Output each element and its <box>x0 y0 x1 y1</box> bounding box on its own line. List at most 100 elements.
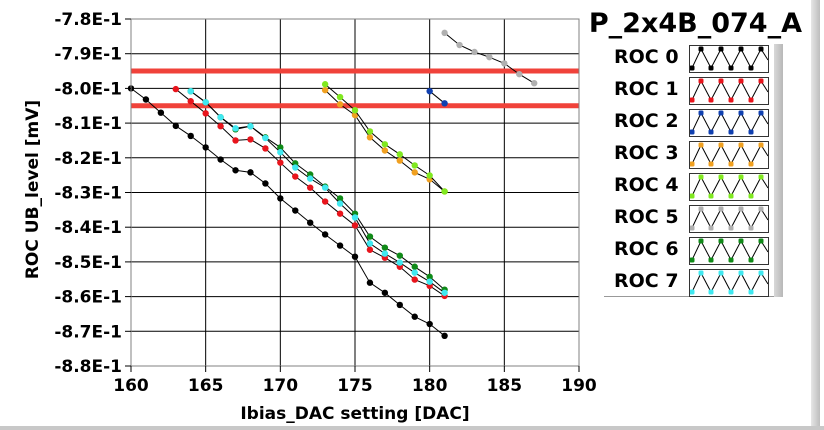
series-line <box>190 90 445 291</box>
legend-marker <box>698 46 704 52</box>
data-point <box>172 122 179 130</box>
legend-marker <box>689 65 695 71</box>
legend-marker <box>698 174 704 180</box>
legend-label: ROC 3 <box>614 142 679 164</box>
data-point <box>262 134 269 142</box>
legend-marker <box>718 46 724 52</box>
legend-swatch <box>689 45 769 73</box>
data-point <box>321 198 329 205</box>
data-point <box>336 101 344 108</box>
data-point <box>336 210 344 217</box>
data-point <box>247 136 254 143</box>
legend-marker <box>708 193 714 199</box>
legend-marker <box>748 65 754 71</box>
legend-marker <box>708 129 714 135</box>
data-point <box>396 252 403 259</box>
legend-marker <box>698 78 704 84</box>
series-line <box>130 87 445 337</box>
data-point <box>217 114 224 121</box>
series-roc-0 <box>127 85 448 340</box>
legend-marker <box>738 238 744 244</box>
y-tick-label: -7.9E-1 <box>54 45 122 65</box>
data-point <box>187 87 194 95</box>
legend-label: ROC 6 <box>614 238 679 260</box>
legend-marker <box>689 97 695 103</box>
legend-marker <box>698 206 704 212</box>
legend-marker <box>718 174 724 180</box>
data-point <box>366 233 374 240</box>
legend-marker <box>748 257 754 263</box>
legend-marker <box>758 110 764 116</box>
series-layer <box>127 29 538 340</box>
data-point <box>411 313 418 320</box>
series-roc-5 <box>441 29 538 87</box>
legend-item: ROC 3 <box>604 138 774 170</box>
data-point <box>426 278 433 285</box>
chart-title: P_2x4B_074_A <box>589 8 802 39</box>
data-point <box>351 222 359 229</box>
legend-marker <box>689 257 695 263</box>
legend-item: ROC 0 <box>604 42 774 74</box>
data-point <box>307 184 314 191</box>
legend-marker <box>718 78 724 84</box>
legend-swatch <box>689 205 769 233</box>
series-roc-2 <box>426 87 448 107</box>
legend-marker <box>708 289 714 295</box>
legend-marker <box>738 270 744 276</box>
legend-marker <box>689 161 695 167</box>
data-point <box>471 48 478 56</box>
data-point <box>157 109 165 116</box>
x-tick-label: 165 <box>188 376 224 396</box>
legend-marker <box>728 289 734 295</box>
legend-marker <box>708 257 714 263</box>
data-point <box>172 85 179 93</box>
data-point <box>202 99 209 106</box>
legend-marker <box>758 238 764 244</box>
data-point <box>411 162 418 169</box>
legend-marker <box>748 129 754 135</box>
data-point <box>381 147 389 154</box>
x-tick-label: 190 <box>561 376 597 396</box>
x-axis: 160 165 170 175 180 185 190 <box>113 366 597 396</box>
data-point <box>426 273 433 281</box>
data-point <box>277 144 284 151</box>
legend-item: ROC 5 <box>604 202 774 234</box>
data-point <box>262 180 269 187</box>
data-point <box>441 188 448 195</box>
legend-label: ROC 0 <box>614 46 679 68</box>
data-point <box>336 93 344 101</box>
legend-marker <box>689 129 695 135</box>
legend-marker <box>738 206 744 212</box>
legend-label: ROC 1 <box>614 78 679 100</box>
data-point <box>366 246 374 253</box>
data-point <box>411 269 418 276</box>
legend-swatch-graphic <box>689 142 769 167</box>
data-point <box>456 41 463 49</box>
y-tick-label: -8.7E-1 <box>54 322 122 342</box>
legend-line <box>691 175 769 198</box>
legend-marker <box>718 270 724 276</box>
legend-line <box>691 79 769 102</box>
data-point <box>321 184 329 191</box>
data-point <box>366 240 374 247</box>
data-point <box>426 172 433 179</box>
legend-marker <box>689 289 695 295</box>
data-point <box>336 200 344 207</box>
series-roc-4 <box>321 81 448 195</box>
data-point <box>247 169 254 176</box>
y-tick-label: -8.0E-1 <box>54 79 122 99</box>
data-point <box>292 173 299 180</box>
legend-label: ROC 2 <box>614 110 679 132</box>
legend-label: ROC 4 <box>614 174 679 196</box>
data-point <box>187 132 194 140</box>
y-tick-label: -8.2E-1 <box>54 149 122 169</box>
legend-marker <box>748 161 754 167</box>
legend-scroll-strip <box>774 44 783 297</box>
legend-marker <box>689 193 695 199</box>
legend-marker <box>738 110 744 116</box>
legend-marker <box>758 174 764 180</box>
x-tick-label: 170 <box>263 376 299 396</box>
series-line <box>429 90 445 104</box>
legend-line <box>691 207 769 230</box>
